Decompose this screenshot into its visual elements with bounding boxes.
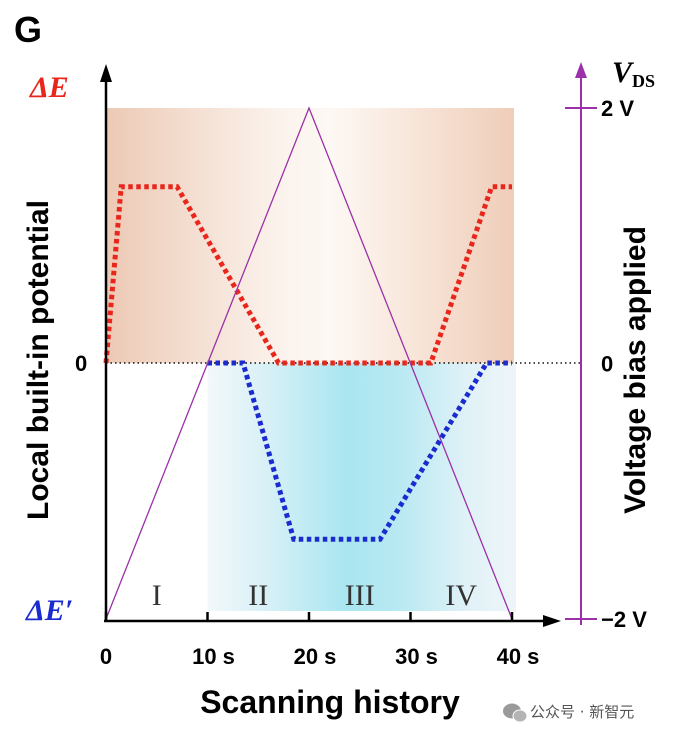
x-axis-arrow [543,615,561,627]
left-axis-title: Local built-in potential [22,200,55,520]
vds-axis-symbol: VDS [612,56,655,91]
region-label-iv: IV [445,579,477,612]
vds-series [105,106,513,620]
delta-e-shaded-region [106,108,514,363]
left-zero-tick-label: 0 [75,351,87,376]
panel-label: G [14,9,42,50]
vds-symbol-v: V [612,56,635,89]
x-tick-label: 40 s [497,644,540,669]
right-tick-label: 0 [601,352,613,377]
right-axis-title: Voltage bias applied [619,226,652,514]
right-tick-label: 2 V [601,96,634,121]
right-axis-arrow [575,62,587,78]
left-axis-arrow [100,64,112,82]
x-tick-label: 10 s [192,644,235,669]
region-label-i: I [152,579,162,612]
delta-e-axis-label: ΔE [29,71,69,104]
delta-e-prime-series [207,360,512,542]
region-label-iii: III [345,579,375,612]
vds-symbol-subscript: DS [632,71,655,91]
watermark-text: 公众号 · 新智元 [530,703,634,721]
watermark: 公众号 · 新智元 [503,703,634,723]
right-tick-label: −2 V [601,607,647,632]
delta-e-series [103,184,512,366]
region-label-ii: II [248,579,268,612]
x-tick-label: 20 s [294,644,337,669]
delta-e-prime-axis-label: ΔE′ [25,594,73,627]
wechat-icon [503,703,528,723]
x-axis-title: Scanning history [200,684,460,720]
x-tick-label: 0 [100,644,112,669]
x-tick-label: 30 s [395,644,438,669]
delta-e-prime-shaded-region [207,363,516,611]
